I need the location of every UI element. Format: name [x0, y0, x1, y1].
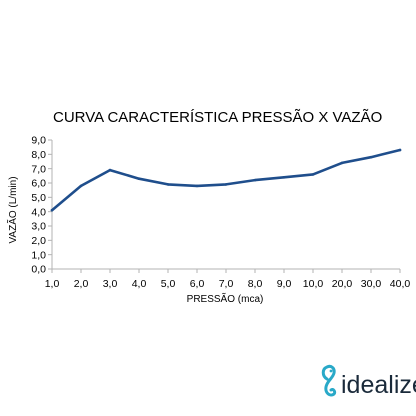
- brand-logo: idealize: [321, 364, 416, 399]
- data-point: [50, 208, 54, 212]
- data-point: [108, 168, 112, 172]
- x-axis-title: PRESSÃO (mca): [187, 292, 264, 305]
- data-point: [369, 155, 373, 159]
- series-points-group: [50, 148, 402, 212]
- data-point: [311, 173, 315, 176]
- y-axis-title: VAZÃO (L/min): [6, 176, 19, 243]
- data-point: [137, 177, 141, 180]
- x-tick-label: 2,0: [74, 278, 89, 290]
- x-tick-label: 30,0: [361, 278, 382, 290]
- data-point: [340, 161, 344, 165]
- seahorse-logo-icon: [321, 364, 337, 397]
- y-tick-label: 2,0: [31, 235, 46, 247]
- x-tick-label: 4,0: [132, 278, 147, 290]
- brand-name: idealize: [341, 371, 416, 399]
- data-point: [282, 175, 286, 179]
- x-tick-label: 40,0: [390, 278, 411, 290]
- y-tick-label: 5,0: [31, 192, 46, 204]
- data-point: [79, 184, 83, 188]
- x-tick-label: 9,0: [277, 278, 292, 290]
- y-tick-label: 8,0: [31, 149, 46, 161]
- y-tick-label: 9,0: [31, 135, 46, 147]
- data-point: [166, 183, 170, 186]
- data-point: [195, 184, 199, 188]
- data-point: [398, 148, 402, 152]
- x-ticks-group: 1,0 2,0 3,0 4,0 5,0 6,0 7,0 8,0 9,0 10,0 20,0 30,0 4…: [45, 269, 411, 290]
- y-tick-label: 1,0: [31, 249, 46, 261]
- y-ticks-group: 0,0 1,0 2,0 3,0 4,0 5,0 6,0 7,0 8,0 9,0: [31, 135, 52, 276]
- y-tick-label: 3,0: [31, 221, 46, 233]
- x-tick-label: 7,0: [219, 278, 234, 290]
- data-point: [224, 183, 228, 186]
- x-tick-label: 8,0: [248, 278, 263, 290]
- data-point: [253, 178, 257, 182]
- x-tick-label: 10,0: [303, 278, 324, 290]
- x-tick-label: 3,0: [103, 278, 118, 290]
- x-tick-label: 5,0: [161, 278, 176, 290]
- y-tick-label: 6,0: [31, 178, 46, 190]
- chart-title: CURVA CARACTERÍSTICA PRESSÃO X VAZÃO: [53, 109, 382, 126]
- x-tick-label: 6,0: [190, 278, 205, 290]
- y-tick-label: 0,0: [31, 264, 46, 276]
- x-tick-label: 1,0: [45, 278, 60, 290]
- y-tick-label: 7,0: [31, 163, 46, 175]
- y-tick-label: 4,0: [31, 206, 46, 218]
- x-tick-label: 20,0: [332, 278, 353, 290]
